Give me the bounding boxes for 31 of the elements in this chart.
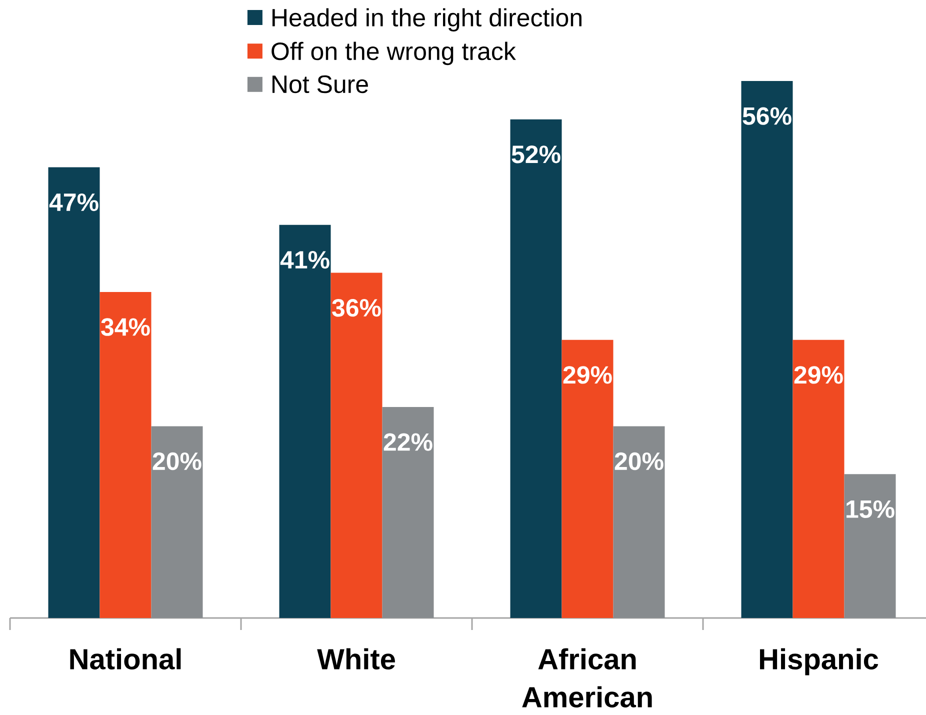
bar — [48, 167, 100, 618]
x-tick-label: African American — [522, 648, 652, 708]
x-tick-label: National — [70, 648, 181, 670]
data-label: 52% — [512, 146, 560, 164]
data-label: 34% — [101, 318, 150, 336]
bar — [741, 80, 793, 618]
bar — [100, 292, 152, 618]
bar — [151, 426, 203, 618]
data-label: 22% — [384, 433, 432, 451]
bar — [279, 224, 331, 618]
bar — [382, 407, 434, 618]
data-label: 29% — [794, 366, 843, 384]
bar — [510, 119, 562, 618]
bar — [330, 272, 382, 618]
bar — [792, 340, 844, 618]
data-label: 56% — [742, 107, 792, 125]
legend-label: Off on the wrong track — [272, 42, 516, 66]
x-tick-label: White — [317, 648, 395, 670]
data-label: 29% — [563, 366, 612, 384]
data-label: 20% — [614, 452, 664, 470]
data-label: 20% — [152, 452, 202, 470]
data-label: 41% — [280, 251, 330, 269]
legend-label: Not Sure — [272, 75, 368, 94]
bar — [613, 426, 665, 618]
data-label: 15% — [846, 500, 894, 518]
legend-label: Headed in the right direction — [272, 8, 582, 32]
x-tick-label: Hispanic — [760, 648, 878, 676]
bar — [562, 340, 614, 618]
data-label: 36% — [332, 298, 381, 317]
data-label: 47% — [49, 193, 98, 212]
bar — [844, 474, 896, 618]
